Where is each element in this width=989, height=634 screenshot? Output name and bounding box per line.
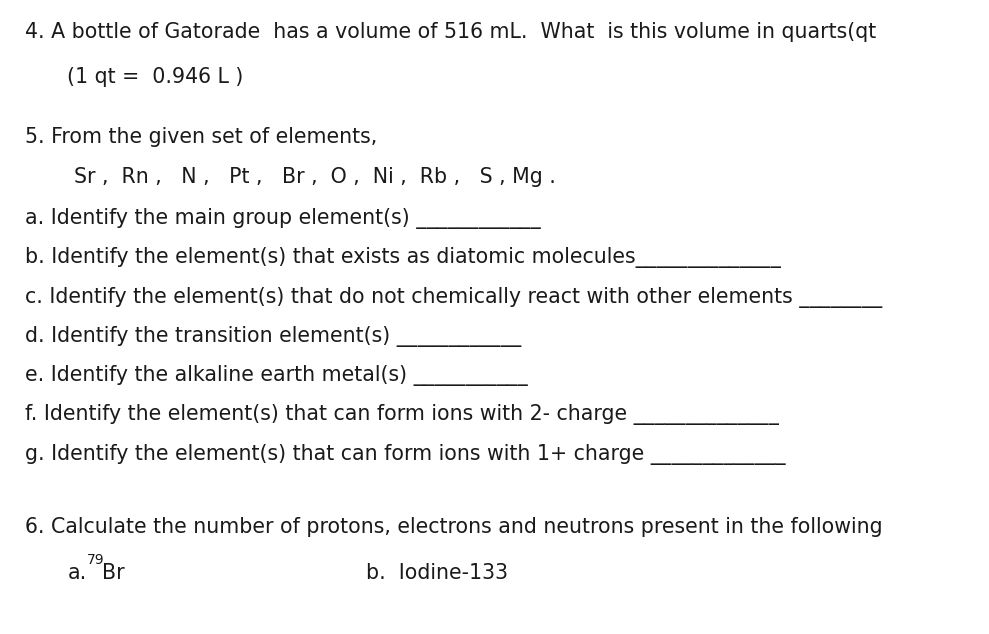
Text: g. Identify the element(s) that can form ions with 1+ charge _____________: g. Identify the element(s) that can form…	[25, 444, 785, 465]
Text: e. Identify the alkaline earth metal(s) ___________: e. Identify the alkaline earth metal(s) …	[25, 365, 527, 386]
Text: b. Identify the element(s) that exists as diatomic molecules______________: b. Identify the element(s) that exists a…	[25, 247, 780, 268]
Text: Br: Br	[102, 563, 125, 583]
Text: 79: 79	[87, 553, 105, 567]
Text: c. Identify the element(s) that do not chemically react with other elements ____: c. Identify the element(s) that do not c…	[25, 287, 882, 307]
Text: d. Identify the transition element(s) ____________: d. Identify the transition element(s) __…	[25, 326, 521, 347]
Text: 4. A bottle of Gatorade  has a volume of 516 mL.  What  is this volume in quarts: 4. A bottle of Gatorade has a volume of …	[25, 22, 876, 42]
Text: Sr ,  Rn ,   N ,   Pt ,   Br ,  O ,  Ni ,  Rb ,   S , Mg .: Sr , Rn , N , Pt , Br , O , Ni , Rb , S …	[74, 167, 556, 187]
Text: 5. From the given set of elements,: 5. From the given set of elements,	[25, 127, 377, 147]
Text: f. Identify the element(s) that can form ions with 2- charge ______________: f. Identify the element(s) that can form…	[25, 404, 778, 425]
Text: 6. Calculate the number of protons, electrons and neutrons present in the follow: 6. Calculate the number of protons, elec…	[25, 517, 882, 537]
Text: a.: a.	[67, 563, 86, 583]
Text: a. Identify the main group element(s) ____________: a. Identify the main group element(s) __…	[25, 208, 540, 229]
Text: (1 qt =  0.946 L ): (1 qt = 0.946 L )	[67, 67, 243, 87]
Text: b.  Iodine-133: b. Iodine-133	[366, 563, 508, 583]
